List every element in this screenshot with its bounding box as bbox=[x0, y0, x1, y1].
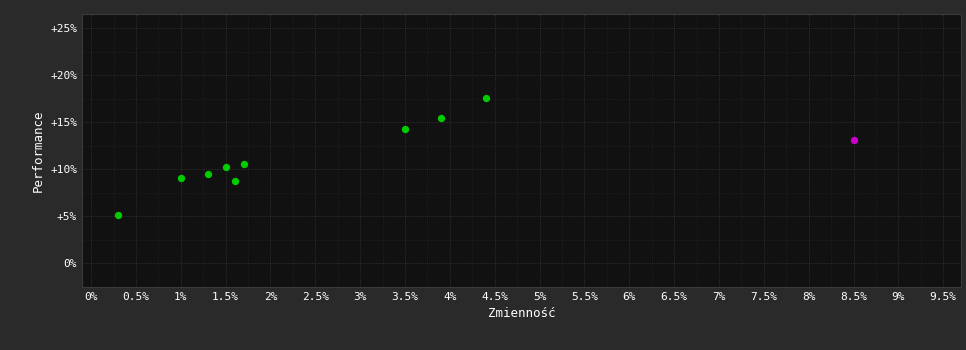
Point bbox=[846, 137, 862, 143]
Point bbox=[110, 213, 126, 218]
Point bbox=[478, 95, 494, 100]
Point bbox=[173, 175, 188, 181]
X-axis label: Zmienność: Zmienność bbox=[488, 307, 555, 320]
Point bbox=[397, 126, 412, 132]
Point bbox=[227, 178, 242, 183]
Point bbox=[200, 171, 215, 177]
Point bbox=[218, 164, 234, 170]
Y-axis label: Performance: Performance bbox=[32, 109, 44, 192]
Point bbox=[236, 161, 251, 167]
Point bbox=[433, 115, 448, 120]
